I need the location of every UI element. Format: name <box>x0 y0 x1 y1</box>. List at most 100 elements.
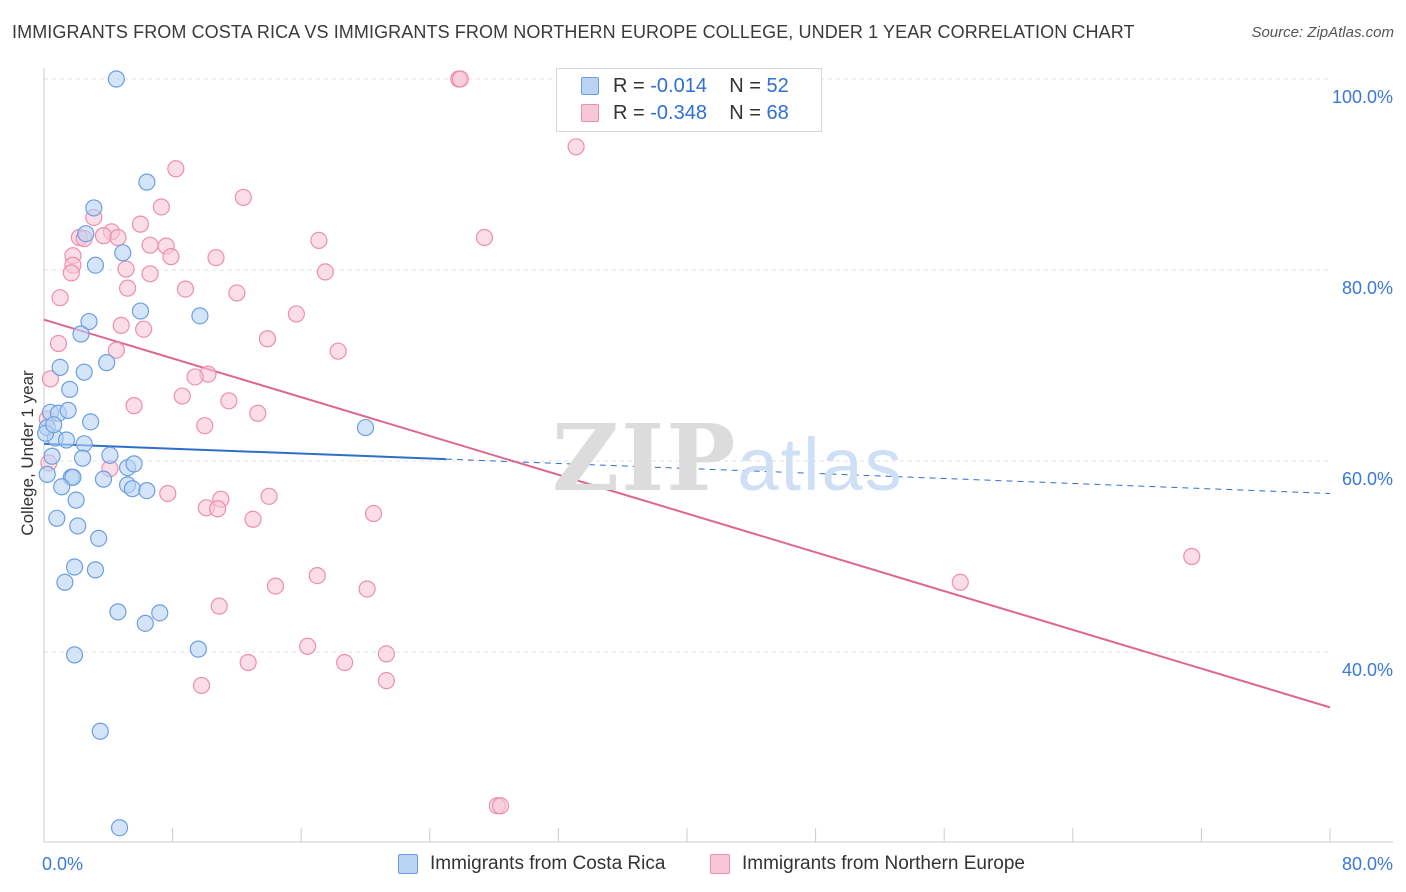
point-costa-rica <box>80 312 98 331</box>
point-costa-rica <box>69 517 87 535</box>
legend-label-northern-europe: Immigrants from Northern Europe <box>742 853 1025 874</box>
point-costa-rica <box>64 468 82 486</box>
point-costa-rica <box>131 302 150 320</box>
point-northern-europe <box>173 387 191 405</box>
point-northern-europe <box>135 320 153 338</box>
point-northern-europe <box>131 215 150 233</box>
point-costa-rica <box>86 256 105 274</box>
point-costa-rica <box>85 199 103 217</box>
y-tick-label: 80.0% <box>1342 278 1393 298</box>
point-northern-europe <box>951 573 969 591</box>
legend-r-label: R = <box>613 75 645 97</box>
watermark-atlas: atlas <box>737 423 904 506</box>
point-northern-europe <box>167 160 185 178</box>
point-northern-europe <box>62 264 80 282</box>
point-northern-europe <box>336 653 354 672</box>
data-points <box>37 70 1201 837</box>
legend-n-label: N = <box>729 102 761 124</box>
point-costa-rica <box>38 465 56 483</box>
point-northern-europe <box>310 231 328 249</box>
trend-lines <box>43 318 1331 709</box>
legend-swatch-blue <box>581 77 599 95</box>
point-northern-europe <box>196 417 214 435</box>
point-northern-europe <box>118 279 137 297</box>
trend-line-northern-europe <box>43 318 1331 709</box>
point-costa-rica <box>91 722 109 740</box>
point-northern-europe <box>287 305 305 323</box>
point-northern-europe <box>260 487 278 505</box>
point-costa-rica <box>61 380 79 398</box>
legend-n-label: N = <box>729 75 761 97</box>
point-northern-europe <box>207 248 225 267</box>
point-costa-rica <box>59 401 77 419</box>
point-northern-europe <box>358 580 376 598</box>
point-northern-europe <box>228 284 246 302</box>
grid-lines <box>44 78 1330 653</box>
x-tick-label: 0.0% <box>42 854 83 874</box>
point-costa-rica <box>53 478 71 496</box>
legend-r-value: -0.014 <box>650 75 707 97</box>
point-northern-europe <box>329 342 347 360</box>
point-costa-rica <box>57 431 76 449</box>
point-costa-rica <box>109 603 127 621</box>
point-costa-rica <box>48 509 66 527</box>
point-northern-europe <box>192 676 211 695</box>
point-costa-rica <box>114 244 132 262</box>
y-tick-label: 60.0% <box>1342 469 1393 489</box>
point-northern-europe <box>364 504 383 523</box>
trend-line-costa-rica <box>43 442 446 461</box>
y-axis-label: College, Under 1 year <box>18 370 37 536</box>
bottom-legend-northern-europe: Immigrants from Northern Europe <box>710 852 1070 878</box>
tick-labels: 100.0% 80.0% 60.0% 40.0% 0.0% 80.0% <box>42 87 1393 874</box>
point-costa-rica <box>56 573 74 591</box>
point-costa-rica <box>356 418 375 437</box>
point-costa-rica <box>77 225 95 243</box>
point-northern-europe <box>491 797 510 815</box>
point-northern-europe <box>266 577 285 595</box>
legend-r-label: R = <box>613 102 645 124</box>
watermark: ZIPatlas <box>552 404 904 512</box>
point-northern-europe <box>125 397 143 415</box>
point-costa-rica <box>189 640 207 658</box>
y-tick-label: 100.0% <box>1332 87 1393 107</box>
legend-r-value: -0.348 <box>650 102 707 124</box>
point-northern-europe <box>186 368 204 386</box>
point-costa-rica <box>138 482 156 500</box>
point-northern-europe <box>159 484 177 503</box>
point-costa-rica <box>101 446 119 464</box>
bottom-legend-costa-rica: Immigrants from Costa Rica <box>398 852 698 878</box>
point-costa-rica <box>125 455 143 473</box>
legend-swatch-blue <box>398 854 418 874</box>
chart-title: IMMIGRANTS FROM COSTA RICA VS IMMIGRANTS… <box>12 22 1135 42</box>
point-northern-europe <box>176 280 195 298</box>
point-costa-rica <box>151 604 169 622</box>
stats-legend: R = -0.014 N = 52 R = -0.348 N = 68 <box>556 68 822 132</box>
point-northern-europe <box>41 370 60 388</box>
point-northern-europe <box>109 228 127 247</box>
point-northern-europe <box>239 653 257 672</box>
chart-source: Source: ZipAtlas.com <box>1251 24 1394 41</box>
y-tick-label: 40.0% <box>1342 660 1393 680</box>
point-costa-rica <box>136 614 154 632</box>
point-costa-rica <box>107 70 125 88</box>
point-northern-europe <box>316 263 334 281</box>
point-northern-europe <box>1183 547 1201 566</box>
point-northern-europe <box>117 260 135 278</box>
legend-row-costa-rica: R = -0.014 N = 52 <box>557 73 821 99</box>
legend-label-costa-rica: Immigrants from Costa Rica <box>430 853 666 874</box>
legend-swatch-pink <box>581 104 599 122</box>
point-northern-europe <box>377 672 395 690</box>
point-costa-rica <box>94 470 113 488</box>
point-costa-rica <box>98 354 116 372</box>
point-northern-europe <box>152 198 170 216</box>
point-northern-europe <box>475 228 494 247</box>
point-costa-rica <box>138 173 156 191</box>
point-costa-rica <box>67 491 85 509</box>
point-costa-rica <box>86 561 105 579</box>
point-northern-europe <box>249 404 267 422</box>
point-northern-europe <box>308 566 326 585</box>
point-costa-rica <box>123 480 142 498</box>
point-costa-rica <box>43 447 61 465</box>
point-northern-europe <box>49 334 68 353</box>
